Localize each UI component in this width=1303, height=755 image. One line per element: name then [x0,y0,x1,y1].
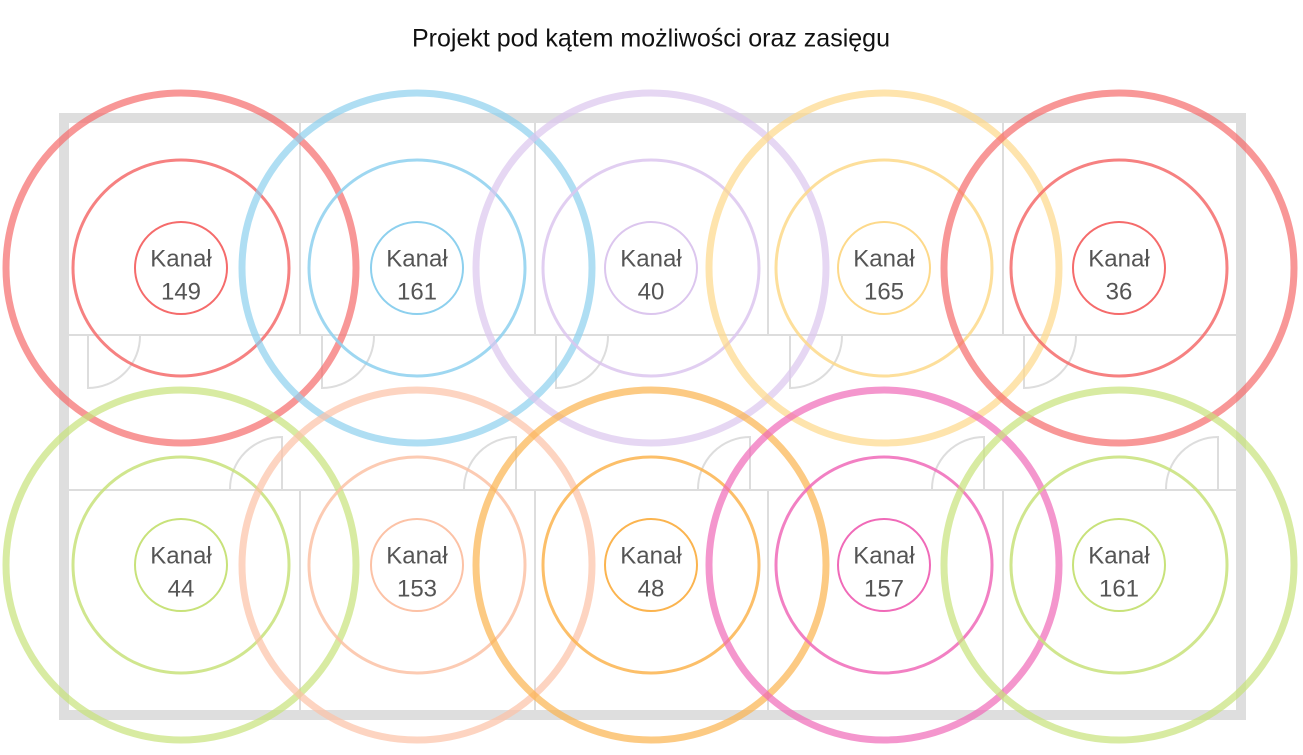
range-outer [940,89,1298,447]
node-label: Kanał [150,542,212,569]
range-outer [238,89,596,447]
floor-plan [59,113,1246,720]
range-inner [1072,221,1166,315]
range-inner [837,518,931,612]
range-outer [705,89,1063,447]
node-channel: 40 [638,278,665,305]
node-channel: 48 [638,575,665,602]
range-middle [774,455,994,675]
node-channel: 44 [168,575,195,602]
node-label: Kanał [386,245,448,272]
range-inner [837,221,931,315]
node-channel: 161 [397,278,437,305]
range-outer [472,89,830,447]
range-inner [134,221,228,315]
node-label: Kanał [620,542,682,569]
node-channel: 157 [864,575,904,602]
range-middle [307,455,527,675]
range-middle [541,455,761,675]
node-label: Kanał [1088,542,1150,569]
node-label: Kanał [853,245,915,272]
node-channel: 149 [161,278,201,305]
range-inner [134,518,228,612]
node-label: Kanał [1088,245,1150,272]
title: Projekt pod kątem możliwości oraz zasięg… [412,25,890,53]
doors [87,335,1219,490]
range-middle [307,158,527,378]
range-inner [604,221,698,315]
range-outer [705,386,1063,744]
node-channel: 153 [397,575,437,602]
range-outer [2,386,360,744]
node-label: Kanał [150,245,212,272]
range-inner [370,518,464,612]
range-inner [604,518,698,612]
node-label: Kanał [386,542,448,569]
range-middle [1009,158,1229,378]
range-middle [541,158,761,378]
node-channel: 165 [864,278,904,305]
range-outer [472,386,830,744]
range-middle [1009,455,1229,675]
node-channel: 161 [1099,575,1139,602]
range-middle [774,158,994,378]
range-inner [370,221,464,315]
node-label: Kanał [620,245,682,272]
node-channel: 36 [1106,278,1133,305]
range-outer [2,89,360,447]
range-outer [940,386,1298,744]
range-middle [71,455,291,675]
inner-walls [69,123,1236,710]
range-inner [1072,518,1166,612]
node-label: Kanał [853,542,915,569]
range-middle [71,158,291,378]
outer-wall [59,113,1246,720]
range-outer [238,386,596,744]
